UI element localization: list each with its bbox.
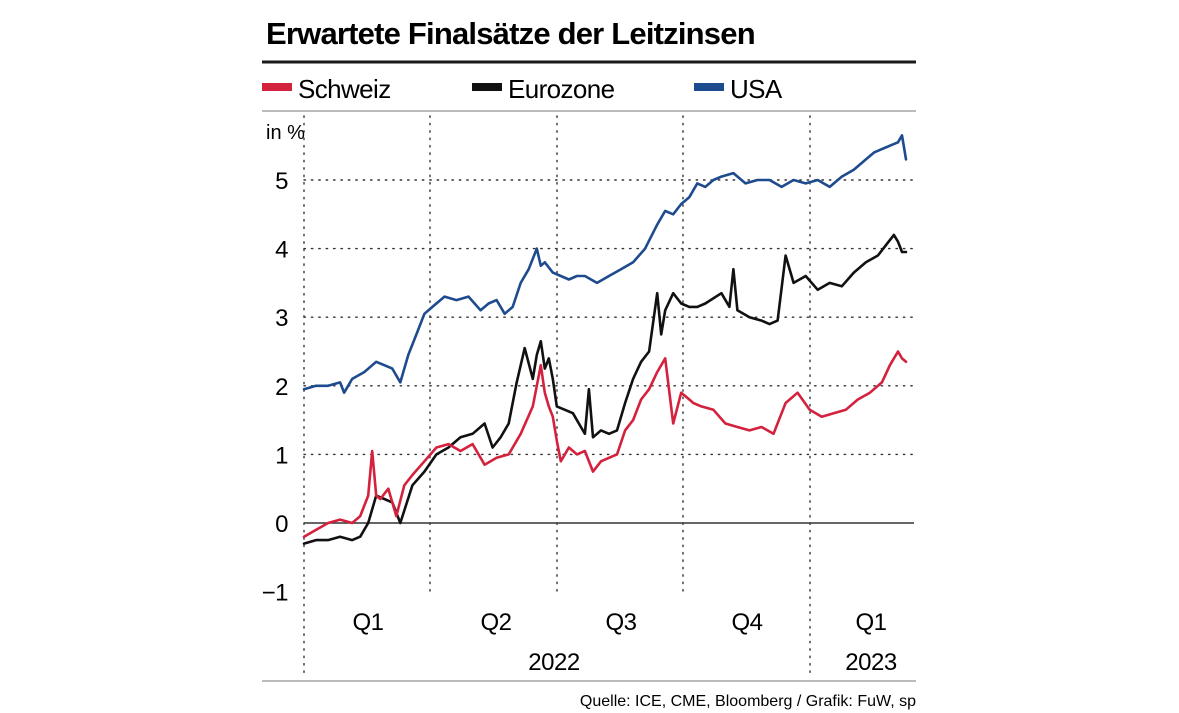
y-axis-unit-label: in % [266, 122, 305, 144]
y-axis-ticks: −1 0 1 2 3 4 5 [262, 168, 289, 607]
quarter-label: Q2 [480, 609, 511, 636]
series-line-schweiz [302, 350, 908, 539]
year-label: 2023 [845, 649, 897, 676]
y-tick-label: 0 [275, 511, 288, 538]
y-tick-label: 1 [275, 442, 288, 469]
series-lines [302, 134, 908, 545]
source-note: Quelle: ICE, CME, Bloomberg / Grafik: Fu… [580, 693, 916, 710]
legend-label-usa: USA [730, 74, 783, 104]
y-tick-label: 3 [275, 305, 288, 332]
y-tick-label: −1 [262, 580, 288, 607]
line-chart: Erwartete Finalsätze der Leitzinsen Schw… [262, 16, 916, 710]
y-tick-label: 4 [275, 237, 288, 264]
series-line-eurozone [302, 233, 908, 545]
legend-swatch-schweiz [262, 83, 292, 91]
legend-swatch-eurozone [472, 83, 502, 91]
legend-label-schweiz: Schweiz [298, 74, 391, 104]
chart-title: Erwartete Finalsätze der Leitzinsen [266, 16, 755, 51]
year-label: 2022 [528, 649, 580, 676]
series-line-usa [302, 134, 908, 395]
quarter-label: Q1 [352, 609, 383, 636]
gridlines [303, 115, 915, 676]
quarter-label: Q3 [605, 609, 636, 636]
y-tick-label: 5 [275, 168, 288, 195]
legend-swatch-usa [694, 83, 724, 91]
quarter-label: Q1 [855, 609, 886, 636]
x-axis-labels: Q1 Q2 Q3 Q4 Q1 2022 2023 [352, 609, 897, 676]
legend: Schweiz Eurozone USA [262, 74, 784, 104]
y-tick-label: 2 [275, 374, 288, 401]
chart-container: Erwartete Finalsätze der Leitzinsen Schw… [262, 0, 922, 713]
quarter-label: Q4 [731, 609, 762, 636]
legend-label-eurozone: Eurozone [508, 74, 615, 104]
